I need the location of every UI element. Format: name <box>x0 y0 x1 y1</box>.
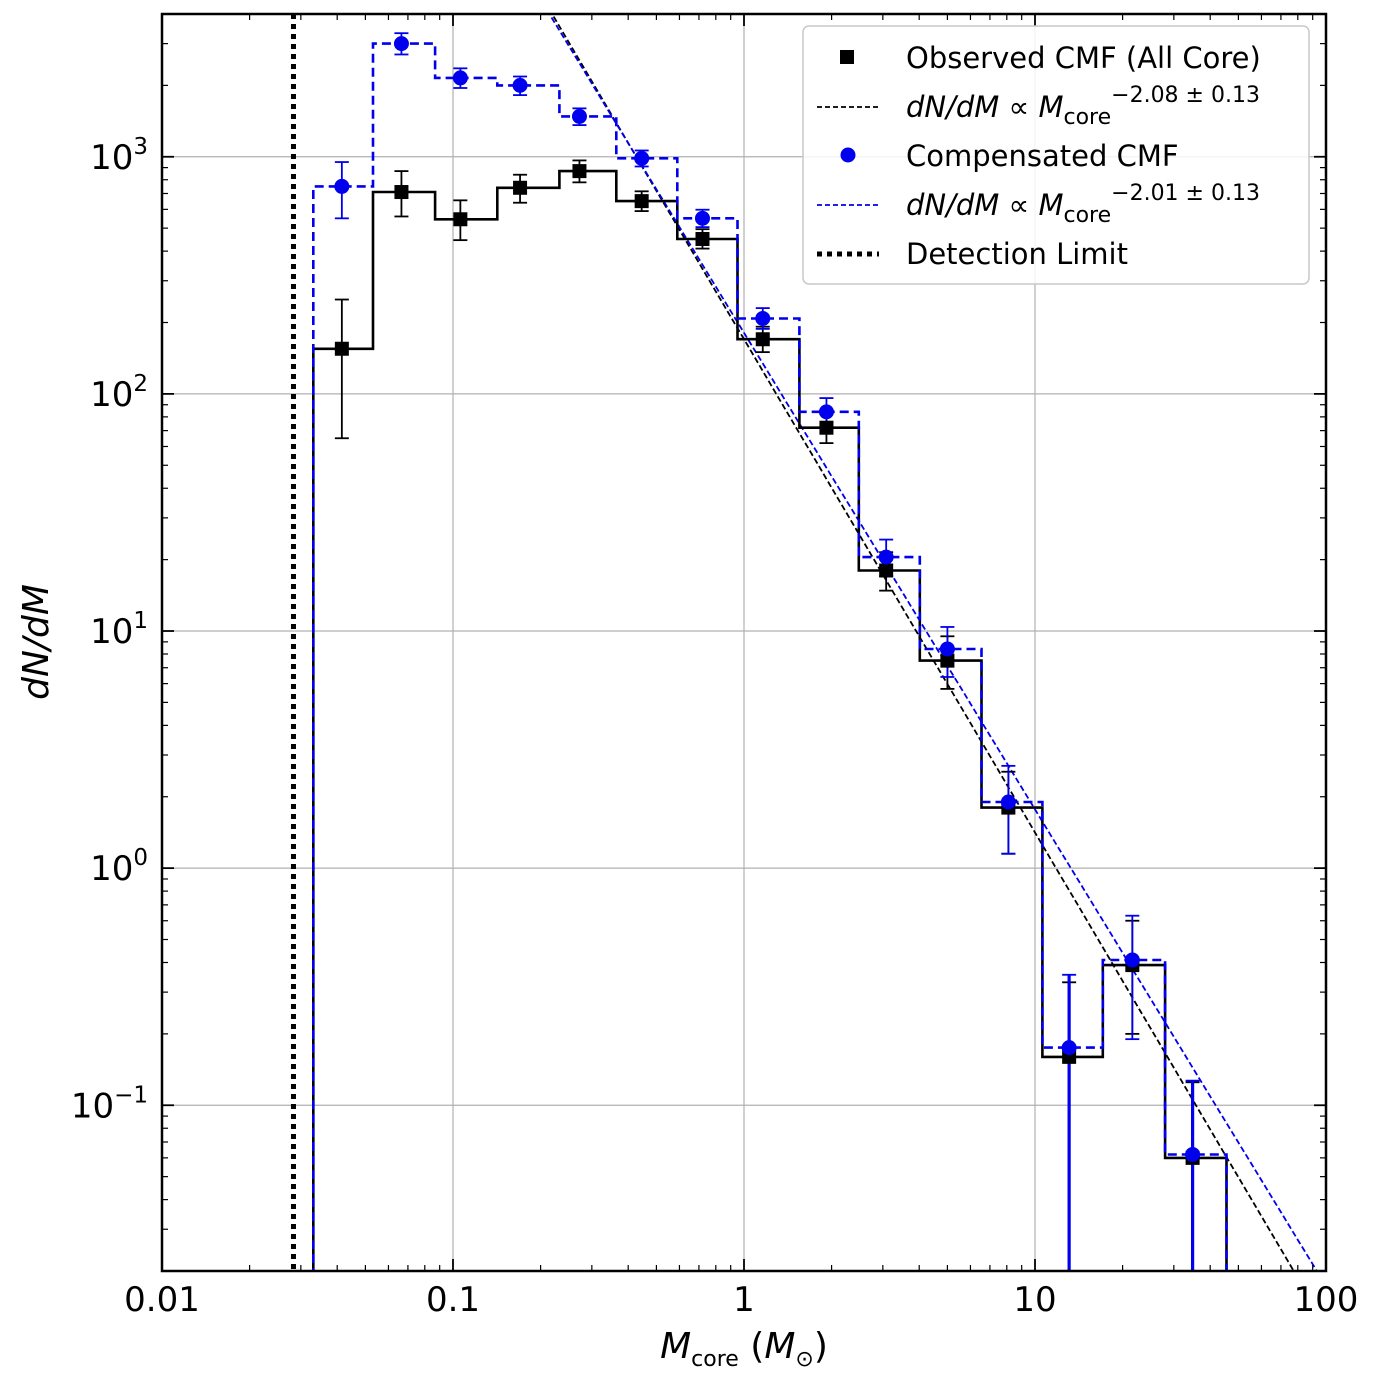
legend-label-observed: Observed CMF (All Core) <box>906 41 1261 75</box>
legend-item-detection-limit: Detection Limit <box>817 237 1128 271</box>
compensated-point <box>818 404 834 420</box>
legend-label-detection-limit: Detection Limit <box>906 237 1128 271</box>
legend-box <box>802 25 1310 285</box>
compensated-point <box>1000 794 1016 810</box>
legend-label-compensated: Compensated CMF <box>906 139 1179 173</box>
compensated-point <box>1185 1146 1201 1162</box>
observed-point <box>940 653 955 668</box>
compensated-point <box>878 549 894 565</box>
x-tick-label: 0.01 <box>124 1280 200 1320</box>
plot-area <box>290 14 1318 1271</box>
x-tick-label: 10 <box>1013 1280 1056 1320</box>
observed-point <box>695 231 710 246</box>
tick-labels: 0.01 0.1 1 10 100 10−1 100 101 102 103 <box>71 134 1359 1320</box>
x-tick-label: 0.1 <box>426 1280 480 1320</box>
legend-label-fit-observed: dN/dM ∝ Mcore−2.08 ± 0.13 <box>906 83 1260 130</box>
legend-item-fit-compensated: dN/dM ∝ Mcore−2.01 ± 0.13 <box>817 181 1260 228</box>
legend-circle-marker <box>840 147 856 163</box>
compensated-point <box>755 310 771 326</box>
y-axis-title: dN/dM <box>16 584 57 700</box>
y-tick-label: 10−1 <box>71 1082 148 1126</box>
x-tick-label: 1 <box>733 1280 755 1320</box>
observed-point <box>634 194 649 209</box>
x-axis-title: Mcore (M⊙) <box>660 1326 828 1372</box>
compensated-point <box>334 178 350 194</box>
compensated-point <box>393 36 409 52</box>
compensated-point <box>452 70 468 86</box>
compensated-point <box>512 77 528 93</box>
legend-square-marker <box>840 50 854 64</box>
y-tick-label: 100 <box>90 845 148 889</box>
legend-item-fit-observed: dN/dM ∝ Mcore−2.08 ± 0.13 <box>817 83 1260 130</box>
observed-point <box>572 164 587 179</box>
y-tick-label: 102 <box>90 371 148 415</box>
observed-point <box>755 332 770 347</box>
observed-point <box>513 180 528 195</box>
fit-line-0 <box>551 14 1295 1271</box>
compensated-point <box>571 108 587 124</box>
observed-point <box>394 185 409 200</box>
plot-frame <box>160 12 1328 1273</box>
observed-point <box>334 341 349 356</box>
legend-label-fit-compensated: dN/dM ∝ Mcore−2.01 ± 0.13 <box>906 181 1260 228</box>
legend: Observed CMF (All Core) dN/dM ∝ Mcore−2.… <box>802 25 1310 285</box>
observed-point <box>879 563 894 578</box>
x-tick-label: 100 <box>1294 1280 1359 1320</box>
y-tick-label: 103 <box>90 134 148 178</box>
compensated-point <box>1124 952 1140 968</box>
observed-point <box>453 212 468 227</box>
compensated-point <box>1061 1040 1077 1056</box>
compensated-point <box>939 641 955 657</box>
observed-point <box>819 420 834 435</box>
legend-item-compensated: Compensated CMF <box>840 139 1179 173</box>
compensated-point <box>694 210 710 226</box>
y-tick-label: 101 <box>90 608 148 652</box>
compensated-point <box>634 150 650 166</box>
legend-item-observed: Observed CMF (All Core) <box>840 41 1261 75</box>
